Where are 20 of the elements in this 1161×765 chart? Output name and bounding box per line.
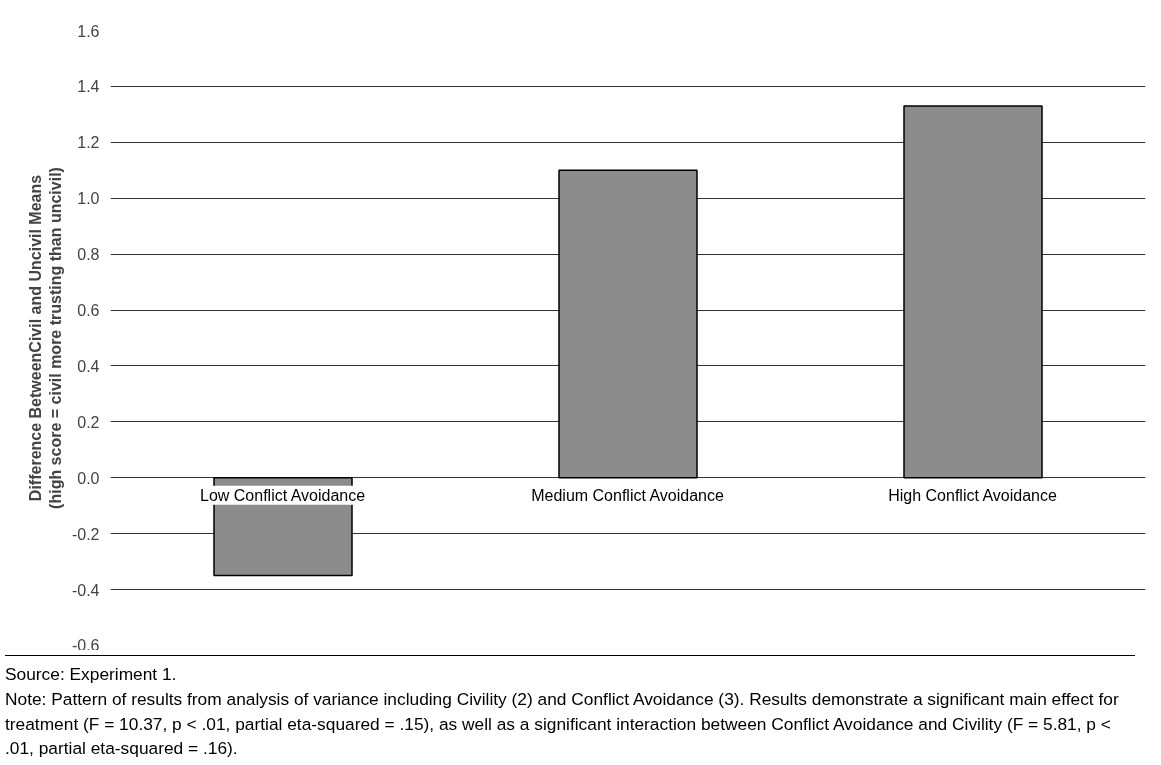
y-tick-label: 1.0 xyxy=(77,190,100,208)
y-tick-label: 0.4 xyxy=(77,357,100,375)
x-tick-label: Low Conflict Avoidance xyxy=(199,486,366,504)
y-tick-label: 0.8 xyxy=(77,246,100,264)
y-tick-label: -0.6 xyxy=(71,636,100,654)
source-note: Source: Experiment 1. xyxy=(5,663,178,686)
y-tick-label: 1.2 xyxy=(77,134,100,152)
y-tick-label: 1.4 xyxy=(77,78,100,96)
y-tick-label: 0.0 xyxy=(77,469,100,487)
y-tick-label: 0.6 xyxy=(77,302,100,320)
bar xyxy=(558,169,698,479)
text: Note: Pattern of results from analysis of variance including Civility (2) and Conflict Avoidance (3). Results demonstrate a significant main effect for treatment (F = 10.37, p < .01, partial eta-squared = .15), as well as a significant interaction between Conflict Avoidance and Civility (F = 5.81, p < .01, partial eta-squared = .16). xyxy=(5,687,1120,761)
y-tick-label: 0.2 xyxy=(77,413,100,431)
y-tick-label: 1.6 xyxy=(77,22,100,40)
y-axis-title: Difference BetweenCivil and Uncivil Means (high score = civil more trusting than uncivil) xyxy=(26,167,64,509)
bar xyxy=(903,105,1043,479)
x-tick-label: High Conflict Avoidance xyxy=(888,486,1058,504)
x-tick-label: Medium Conflict Avoidance xyxy=(531,486,725,504)
y-tick-label: -0.4 xyxy=(71,581,100,599)
y-tick-label: -0.2 xyxy=(71,525,100,543)
